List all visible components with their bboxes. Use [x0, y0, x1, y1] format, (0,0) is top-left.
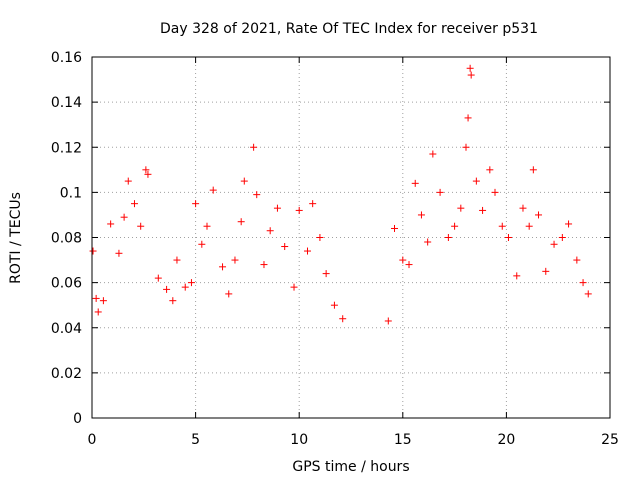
y-axis-label: ROTI / TECUs: [8, 192, 24, 284]
data-point: [550, 240, 558, 248]
x-tick-label: 15: [394, 432, 412, 448]
data-point: [479, 206, 487, 214]
y-tick-label: 0.12: [51, 140, 82, 156]
data-point: [89, 247, 97, 255]
x-tick-label: 0: [88, 432, 97, 448]
data-point: [192, 200, 200, 208]
data-point: [144, 170, 152, 178]
data-point: [295, 206, 303, 214]
data-point: [154, 274, 162, 282]
data-point: [130, 200, 138, 208]
data-points: [89, 64, 592, 325]
data-point: [504, 234, 512, 241]
data-point: [558, 234, 566, 241]
data-point: [303, 247, 311, 255]
y-tick-label: 0.1: [60, 185, 82, 201]
x-tick-label: 20: [497, 432, 515, 448]
data-point: [462, 143, 470, 151]
data-point: [203, 222, 211, 230]
data-point: [237, 218, 245, 226]
x-tick-label: 5: [191, 432, 200, 448]
data-point: [219, 263, 227, 271]
data-point: [266, 227, 274, 235]
data-point: [124, 177, 132, 185]
data-point: [411, 179, 419, 187]
data-point: [339, 315, 347, 323]
data-point: [466, 64, 474, 72]
data-point: [99, 297, 107, 305]
data-point: [535, 211, 543, 219]
data-point: [405, 261, 413, 269]
y-tick-label: 0.08: [51, 231, 82, 247]
data-point: [316, 234, 324, 241]
data-point: [529, 166, 537, 174]
data-point: [92, 294, 100, 302]
y-tick-label: 0.14: [51, 95, 82, 111]
data-point: [573, 256, 581, 264]
data-point: [565, 220, 573, 228]
data-point: [181, 283, 189, 291]
data-point: [169, 297, 177, 305]
data-point: [187, 279, 195, 287]
data-point: [467, 71, 475, 79]
data-point: [584, 290, 592, 298]
data-point: [444, 234, 452, 241]
x-tick-label: 10: [290, 432, 308, 448]
data-point: [451, 222, 459, 230]
data-point: [457, 204, 465, 212]
y-tick-label: 0: [73, 411, 82, 427]
data-point: [491, 188, 499, 196]
data-point: [290, 283, 298, 291]
data-point: [472, 177, 480, 185]
data-point: [281, 243, 289, 251]
data-point: [240, 177, 248, 185]
plot-frame: [91, 56, 611, 419]
data-point: [273, 204, 281, 212]
data-point: [464, 114, 472, 122]
data-point: [486, 166, 494, 174]
data-point: [436, 188, 444, 196]
data-point: [519, 204, 527, 212]
data-point: [424, 238, 432, 246]
data-point: [260, 261, 268, 269]
data-point: [209, 186, 217, 194]
grid-lines: [92, 57, 610, 418]
data-point: [399, 256, 407, 264]
chart-title: Day 328 of 2021, Rate Of TEC Index for r…: [160, 21, 538, 37]
data-point: [322, 270, 330, 278]
x-axis-ticks: 0 5 10 15 20 25: [88, 57, 619, 448]
data-point: [225, 290, 233, 298]
data-point: [231, 256, 239, 264]
data-point: [513, 272, 521, 280]
y-tick-label: 0.04: [51, 321, 82, 337]
y-tick-label: 0.06: [51, 276, 82, 292]
data-point: [391, 224, 399, 232]
data-point: [173, 256, 181, 264]
data-point: [525, 222, 533, 230]
data-point: [163, 285, 171, 293]
data-point: [330, 301, 338, 309]
data-point: [498, 222, 506, 230]
data-point: [417, 211, 425, 219]
y-axis-ticks: 0 0.02 0.04 0.06 0.08 0.1 0.12 0.14 0.16: [51, 50, 610, 427]
y-tick-label: 0.02: [51, 366, 82, 382]
y-tick-label: 0.16: [51, 50, 82, 66]
data-point: [579, 279, 587, 287]
data-point: [253, 191, 261, 199]
data-point: [198, 240, 206, 248]
x-tick-label: 25: [601, 432, 619, 448]
data-point: [250, 143, 258, 151]
data-point: [384, 317, 392, 325]
data-point: [120, 213, 128, 221]
data-point: [429, 150, 437, 158]
data-point: [309, 200, 317, 208]
data-point: [542, 267, 550, 275]
x-axis-label: GPS time / hours: [292, 459, 409, 475]
data-point: [142, 166, 150, 174]
data-point: [115, 249, 123, 257]
data-point: [94, 308, 102, 316]
data-point: [137, 222, 145, 230]
data-point: [107, 220, 115, 228]
